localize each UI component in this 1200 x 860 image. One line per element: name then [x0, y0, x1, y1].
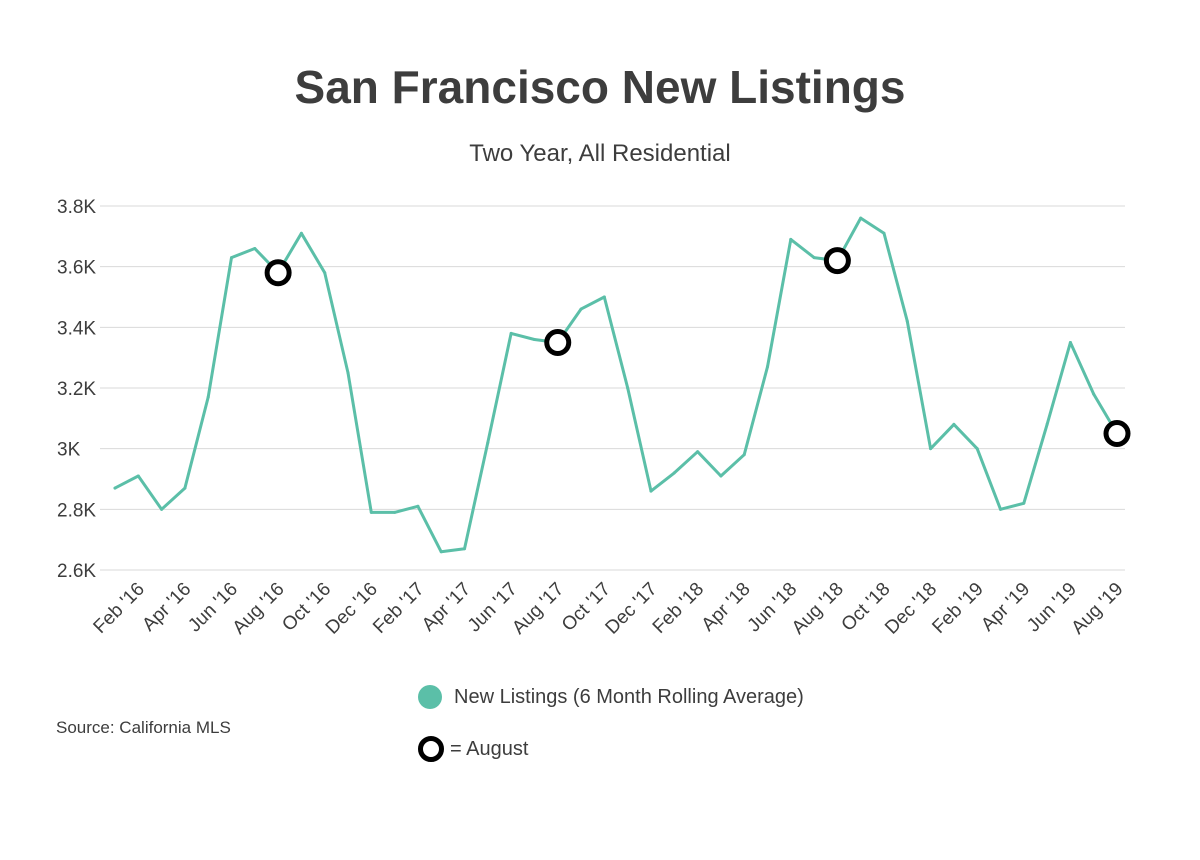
data-point: [1092, 392, 1096, 396]
legend-swatch-august-ring: [418, 736, 444, 762]
x-tick-label: Aug '19: [1068, 579, 1128, 639]
data-point: [929, 447, 933, 451]
x-tick-label: Dec '18: [881, 579, 941, 639]
data-point: [346, 371, 350, 375]
x-tick-label: Feb '19: [928, 579, 987, 638]
source-note: Source: California MLS: [56, 718, 231, 737]
legend-swatch-series: [418, 685, 442, 709]
august-marker: [823, 247, 851, 275]
data-point: [160, 507, 164, 511]
x-tick-label: Apr '16: [138, 579, 195, 636]
data-point: [463, 547, 467, 551]
legend-item-series: New Listings (6 Month Rolling Average): [418, 682, 804, 712]
data-point: [299, 231, 303, 235]
august-marker: [1103, 420, 1131, 447]
y-tick-label: 2.8K: [57, 500, 96, 521]
y-tick-label: 3.6K: [57, 258, 96, 279]
data-point: [486, 441, 490, 445]
data-point: [253, 246, 257, 250]
august-marker: [544, 329, 572, 356]
data-point: [696, 450, 700, 454]
chart-title: San Francisco New Listings: [294, 61, 906, 113]
data-point: [323, 271, 327, 275]
data-point: [230, 256, 234, 260]
data-point: [136, 474, 140, 478]
x-tick-label: Feb '16: [90, 579, 149, 638]
y-tick-label: 3K: [57, 440, 81, 461]
data-point: [975, 447, 979, 451]
data-point: [859, 216, 863, 220]
data-point: [1022, 501, 1026, 505]
data-point: [765, 365, 769, 369]
data-point: [602, 295, 606, 299]
data-point: [882, 231, 886, 235]
data-point: [998, 507, 1002, 511]
legend-label-series: New Listings (6 Month Rolling Average): [454, 685, 804, 708]
y-tick-label: 2.6K: [57, 561, 96, 582]
y-tick-label: 3.4K: [57, 318, 96, 339]
x-tick-label: Dec '17: [602, 579, 662, 639]
x-tick-label: Apr '18: [698, 579, 755, 636]
data-point: [113, 486, 117, 490]
x-tick-label: Aug '17: [508, 579, 568, 639]
x-tick-label: Aug '16: [229, 579, 289, 639]
series-line-new-listings: [113, 216, 1119, 554]
data-point: [369, 510, 373, 514]
x-tick-label: Apr '17: [418, 579, 475, 636]
chart-subtitle: Two Year, All Residential: [469, 140, 731, 167]
data-point: [952, 422, 956, 426]
data-point: [626, 386, 630, 390]
data-point: [579, 307, 583, 311]
data-point: [905, 319, 909, 323]
y-axis-ticks: 2.6K 2.8K 3K 3.2K 3.4K 3.6K 3.8K: [57, 197, 96, 582]
x-tick-label: Aug '18: [788, 579, 848, 639]
august-markers: [264, 247, 1131, 447]
gridlines: [100, 205, 1125, 571]
data-point: [789, 237, 793, 241]
data-point: [672, 471, 676, 475]
legend-item-august: = August: [418, 734, 804, 764]
august-marker: [264, 259, 292, 287]
y-tick-label: 3.2K: [57, 379, 96, 400]
data-point: [206, 395, 210, 399]
data-point: [719, 474, 723, 478]
data-point: [183, 486, 187, 490]
data-point: [1068, 341, 1072, 344]
x-tick-label: Feb '17: [369, 579, 428, 638]
data-point: [812, 256, 816, 260]
data-point: [439, 550, 443, 554]
data-point: [532, 337, 536, 341]
data-point: [393, 510, 397, 514]
legend-label-august: = August: [450, 737, 529, 760]
y-tick-label: 3.8K: [57, 197, 96, 218]
data-point: [416, 504, 420, 508]
x-tick-label: Dec '16: [322, 579, 382, 639]
data-point: [742, 453, 746, 457]
data-point: [509, 331, 513, 335]
data-point: [649, 489, 653, 493]
series-line-layer: [113, 216, 1119, 554]
legend: New Listings (6 Month Rolling Average) =…: [418, 682, 804, 764]
x-tick-label: Feb '18: [649, 579, 708, 638]
data-point: [1045, 422, 1049, 426]
x-tick-label: Apr '19: [977, 579, 1034, 636]
